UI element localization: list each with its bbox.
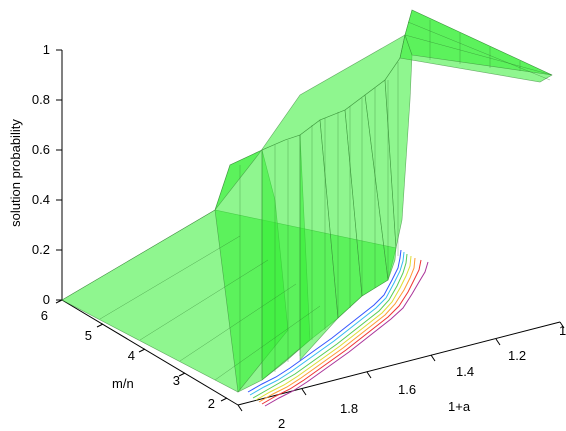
contour-line [255,255,412,401]
x-tick-label: 1.4 [456,364,474,379]
y-tick-label: 5 [85,328,92,343]
x-tick-label: 1.6 [398,382,416,397]
z-tick-label: 0.6 [32,142,50,157]
x-tick-label: 1 [559,323,566,338]
x-tick-mark [237,404,243,412]
y-axis-label: m/n [112,376,134,391]
x-tick-mark [559,321,565,329]
y-tick-mark [178,372,186,377]
contour-line [264,261,429,407]
x-tick-mark [495,338,501,346]
y-tick-mark [220,397,228,402]
z-tick-label: 0.2 [32,242,50,257]
contour-line [247,249,402,393]
x-tick-mark [366,371,372,379]
y-tick-label: 4 [128,348,135,363]
y-tick-mark [55,299,63,304]
z-axis-label: solution probability [8,119,23,227]
y-tick-label: 3 [173,373,180,388]
contour-lines [247,249,429,407]
y-tick-mark [138,348,146,353]
x-tick-label: 2 [278,416,285,431]
x-tick-label: 1.2 [508,348,526,363]
surface [61,9,553,393]
y-tick-mark [96,323,104,328]
z-tick-label: 0 [43,292,50,307]
y-axis-line [61,299,239,406]
contour-line [252,253,408,399]
y-tick-label: 6 [41,308,48,323]
y-ticks: 2 3 4 5 6 [41,299,228,411]
contour-line [261,259,422,405]
x-tick-mark [430,354,436,362]
surface-mid-plateau [214,34,406,211]
z-ticks: 0 0.2 0.4 0.6 0.8 1 [32,42,62,307]
y-tick-label: 2 [208,396,215,411]
x-ticks: 1 1.2 1.4 1.6 1.8 2 [237,321,566,431]
contour-line [249,251,405,396]
x-tick-label: 1.8 [340,401,358,416]
contour-line [258,257,416,403]
x-axis-label: 1+a [448,399,471,414]
surface-high-plateau [404,9,553,76]
x-tick-mark [301,388,307,396]
z-tick-label: 0.4 [32,192,50,207]
surface-gridlines [61,20,553,390]
z-tick-label: 0.8 [32,92,50,107]
z-tick-label: 1 [43,42,50,57]
